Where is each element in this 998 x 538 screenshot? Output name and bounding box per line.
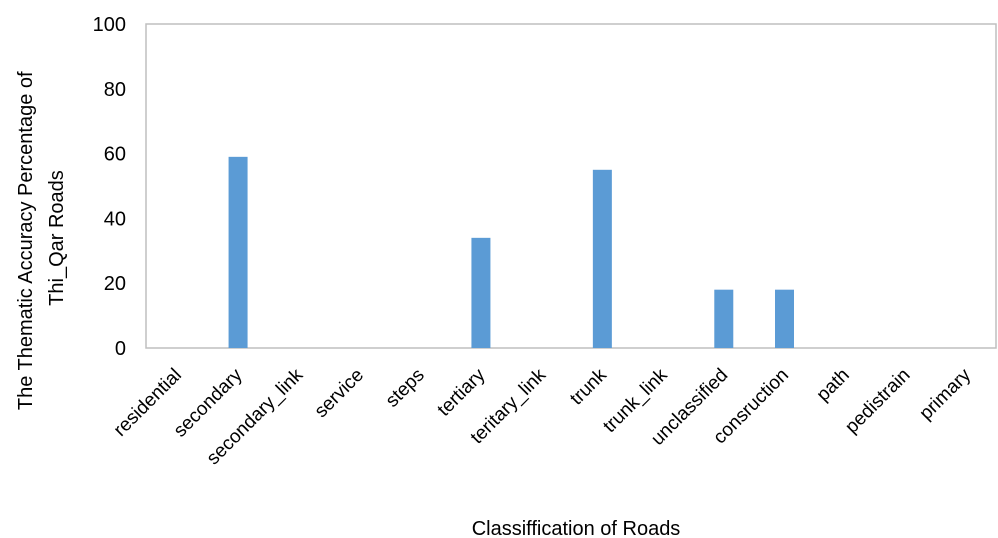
bar — [775, 289, 794, 348]
y-tick-label: 80 — [104, 79, 126, 101]
x-axis-title: Classiffication of Roads — [472, 518, 681, 538]
x-tick-label: path — [813, 365, 854, 406]
plot-area-frame — [145, 23, 997, 349]
y-axis-title: The Thematic Accuracy Percentage of Thi_… — [15, 66, 68, 410]
x-tick-label: pedistrain — [841, 365, 914, 438]
y-axis-ticks: 0 20 40 60 80 100 — [93, 14, 126, 360]
x-tick-label: trunk — [566, 364, 611, 409]
y-tick-label: 0 — [115, 338, 126, 360]
bar — [471, 237, 491, 348]
x-tick-label: steps — [382, 365, 429, 412]
x-tick-label: service — [311, 365, 368, 422]
x-tick-label: tertiary — [434, 364, 490, 420]
y-axis-title-line-2: Thi_Qar Roads — [46, 170, 68, 306]
y-tick-label: 100 — [93, 14, 126, 36]
y-tick-label: 20 — [104, 273, 126, 295]
x-tick-label: primary — [916, 364, 976, 424]
bar — [714, 289, 734, 348]
y-axis-title-line-1: The Thematic Accuracy Percentage of — [15, 71, 37, 410]
y-tick-label: 60 — [104, 144, 126, 166]
bar — [592, 169, 612, 348]
y-tick-label: 40 — [104, 208, 126, 230]
bar — [228, 156, 248, 348]
bars — [228, 156, 794, 348]
